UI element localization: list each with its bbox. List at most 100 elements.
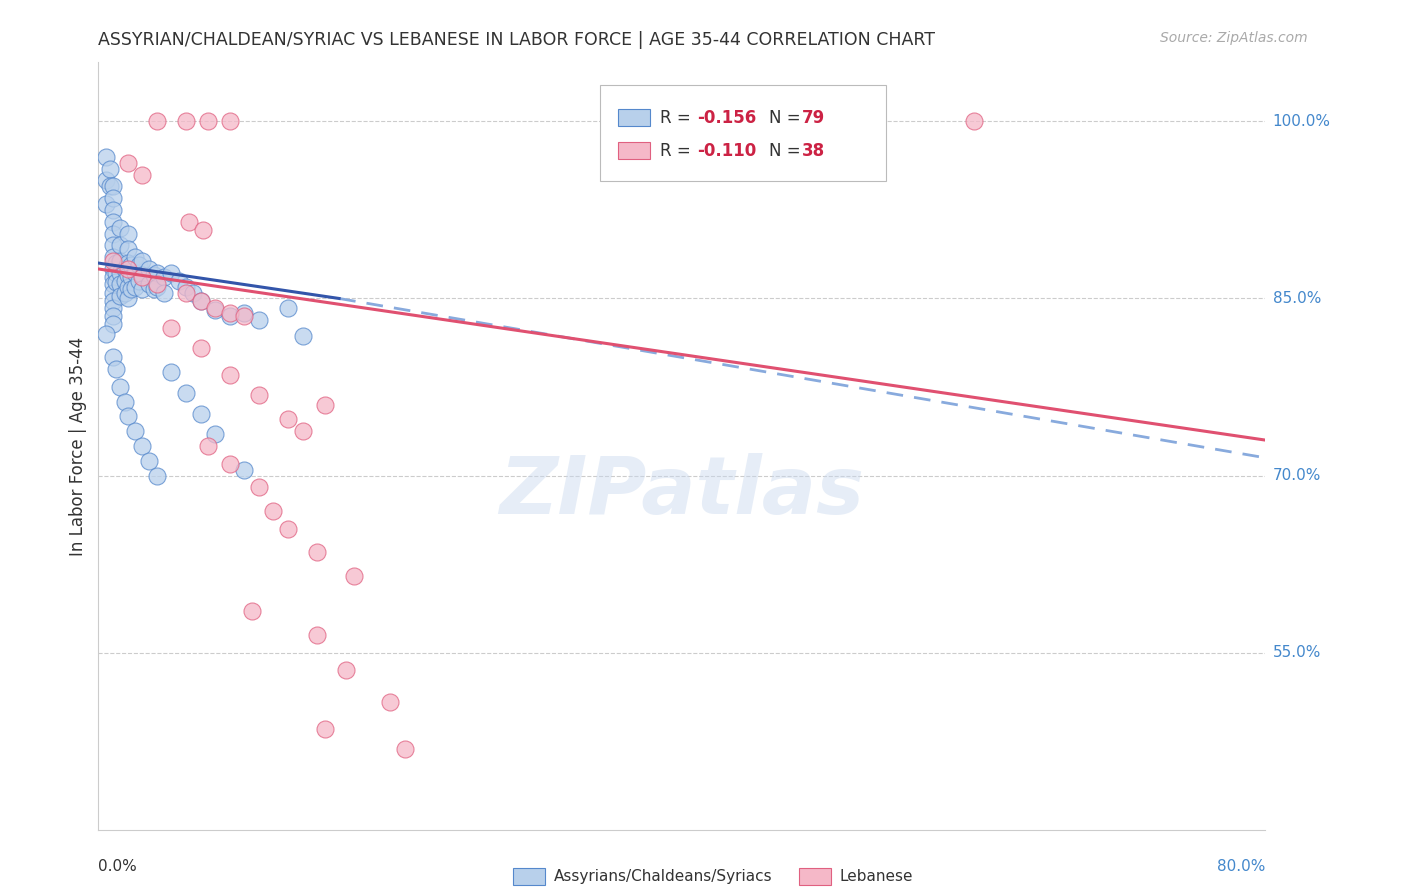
Point bbox=[138, 277, 160, 292]
Text: -0.110: -0.110 bbox=[697, 142, 756, 160]
Point bbox=[98, 179, 121, 194]
Text: 79: 79 bbox=[801, 109, 825, 127]
Point bbox=[114, 395, 136, 409]
Point bbox=[117, 292, 139, 306]
Text: 70.0%: 70.0% bbox=[1272, 468, 1322, 483]
Point bbox=[146, 468, 169, 483]
Point bbox=[117, 279, 139, 293]
Point bbox=[233, 462, 256, 476]
Point bbox=[160, 321, 183, 335]
Point bbox=[247, 388, 270, 402]
Point bbox=[128, 274, 150, 288]
Point bbox=[204, 427, 226, 442]
Point bbox=[124, 279, 146, 293]
Point bbox=[101, 238, 124, 252]
Point bbox=[104, 362, 127, 376]
Point bbox=[277, 412, 299, 426]
Point bbox=[98, 161, 121, 176]
Point bbox=[104, 256, 127, 270]
Point bbox=[233, 309, 256, 323]
Point bbox=[174, 114, 197, 128]
Text: 80.0%: 80.0% bbox=[1218, 859, 1265, 874]
Point bbox=[190, 293, 212, 308]
Point bbox=[124, 424, 146, 438]
Point bbox=[110, 380, 132, 394]
Point bbox=[197, 114, 219, 128]
Point bbox=[101, 270, 124, 285]
Point bbox=[218, 305, 240, 319]
Text: N =: N = bbox=[769, 109, 806, 127]
Point bbox=[343, 569, 366, 583]
Point bbox=[218, 457, 240, 471]
Point bbox=[101, 227, 124, 241]
Text: 100.0%: 100.0% bbox=[1272, 114, 1330, 129]
Text: Source: ZipAtlas.com: Source: ZipAtlas.com bbox=[1160, 31, 1308, 45]
Text: Assyrians/Chaldeans/Syriacs: Assyrians/Chaldeans/Syriacs bbox=[554, 869, 772, 884]
Point bbox=[124, 250, 146, 264]
Point bbox=[131, 439, 153, 453]
Point bbox=[174, 285, 197, 300]
Point bbox=[131, 168, 153, 182]
Point bbox=[101, 253, 124, 268]
Point bbox=[110, 266, 132, 280]
Point bbox=[314, 723, 336, 737]
Point bbox=[94, 197, 117, 211]
Point bbox=[128, 259, 150, 273]
Point bbox=[204, 301, 226, 315]
Point bbox=[117, 155, 139, 169]
Point bbox=[101, 262, 124, 277]
Point bbox=[190, 293, 212, 308]
Point bbox=[101, 318, 124, 332]
Point bbox=[146, 114, 169, 128]
Point bbox=[153, 270, 176, 285]
Point bbox=[177, 215, 200, 229]
Point bbox=[117, 268, 139, 282]
Point bbox=[233, 305, 256, 319]
FancyBboxPatch shape bbox=[617, 142, 651, 159]
Point bbox=[142, 282, 165, 296]
Point bbox=[101, 301, 124, 315]
Point bbox=[104, 266, 127, 280]
Point bbox=[197, 439, 219, 453]
Text: 38: 38 bbox=[801, 142, 825, 160]
Point bbox=[181, 285, 204, 300]
Point bbox=[277, 522, 299, 536]
Text: R =: R = bbox=[659, 109, 696, 127]
Point bbox=[101, 309, 124, 323]
Point bbox=[124, 266, 146, 280]
Point bbox=[101, 191, 124, 205]
Point bbox=[190, 341, 212, 355]
Point bbox=[101, 351, 124, 365]
Point bbox=[101, 250, 124, 264]
Point bbox=[291, 424, 314, 438]
Point bbox=[114, 274, 136, 288]
FancyBboxPatch shape bbox=[600, 86, 886, 181]
Point bbox=[120, 282, 142, 296]
Point bbox=[117, 262, 139, 277]
Point bbox=[110, 238, 132, 252]
Text: ASSYRIAN/CHALDEAN/SYRIAC VS LEBANESE IN LABOR FORCE | AGE 35-44 CORRELATION CHAR: ASSYRIAN/CHALDEAN/SYRIAC VS LEBANESE IN … bbox=[98, 31, 935, 49]
Point bbox=[117, 227, 139, 241]
Text: 85.0%: 85.0% bbox=[1272, 291, 1322, 306]
Point bbox=[962, 114, 984, 128]
Text: 55.0%: 55.0% bbox=[1272, 645, 1322, 660]
Point bbox=[291, 329, 314, 343]
Point bbox=[131, 282, 153, 296]
Point bbox=[247, 480, 270, 494]
Point bbox=[101, 179, 124, 194]
Point bbox=[101, 202, 124, 217]
Point bbox=[131, 268, 153, 282]
Point bbox=[160, 266, 183, 280]
Point bbox=[262, 504, 284, 518]
Point bbox=[110, 289, 132, 303]
Point bbox=[104, 275, 127, 289]
Point bbox=[146, 277, 169, 292]
Point bbox=[138, 262, 160, 277]
Point bbox=[120, 270, 142, 285]
Text: ZIPatlas: ZIPatlas bbox=[499, 453, 865, 531]
Point bbox=[218, 114, 240, 128]
Point bbox=[110, 253, 132, 268]
Point bbox=[110, 220, 132, 235]
Point bbox=[101, 215, 124, 229]
Point bbox=[153, 285, 176, 300]
